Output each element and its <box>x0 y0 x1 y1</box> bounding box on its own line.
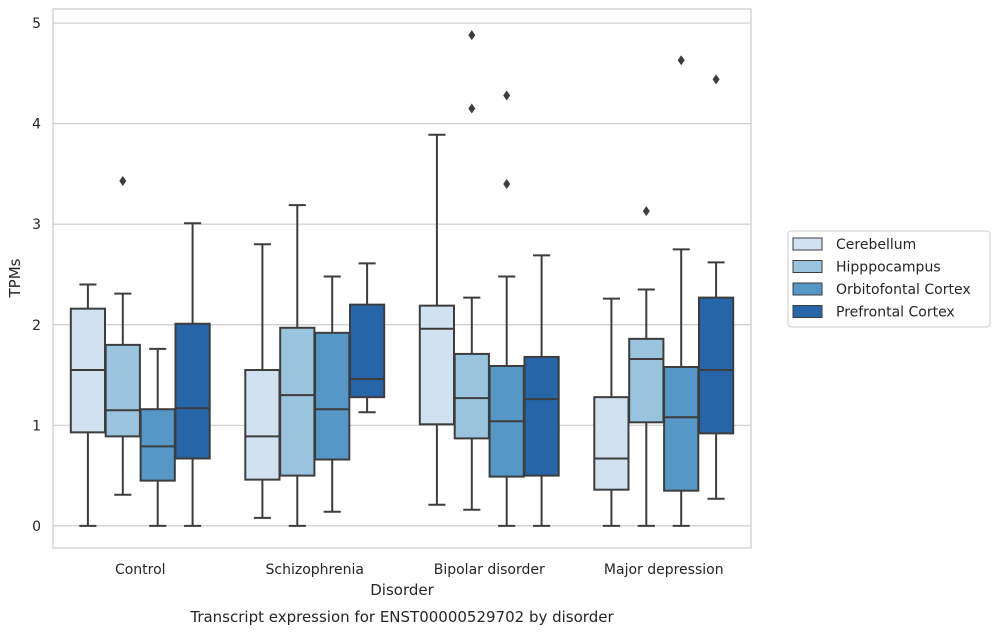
iqr-box <box>697 296 735 435</box>
box-prefrontal-cortex-0 <box>174 222 211 527</box>
x-tick-label: Major depression <box>604 562 724 578</box>
legend-label: Orbitofontal Cortex <box>836 282 971 298</box>
box-orbitofontal-cortex-2 <box>488 90 525 527</box>
iqr-box <box>279 326 316 477</box>
legend-swatch <box>792 260 823 273</box>
iqr-box <box>174 322 211 460</box>
x-tick-label: Control <box>115 562 166 578</box>
legend-swatch <box>792 237 823 251</box>
box-prefrontal-cortex-1 <box>348 262 386 414</box>
x-ticks: Control Schizophrenia Bipolar disorder Majo… <box>115 562 724 578</box>
y-tick-label: 5 <box>32 16 41 32</box>
outlier-point <box>468 30 476 41</box>
plot-frame <box>52 8 752 549</box>
legend-frame <box>787 230 991 328</box>
outlier-point <box>642 206 650 217</box>
y-tick-label: 3 <box>32 217 41 233</box>
box-cerebellum-2 <box>418 133 456 506</box>
legend-label: Hipppocampus <box>836 260 941 276</box>
legend: Cerebellum Hipppocampus Orbitofontal Corte… <box>787 230 991 328</box>
iqr-box <box>523 355 560 477</box>
box-prefrontal-cortex-3 <box>697 74 735 500</box>
x-tick-label: Schizophrenia <box>266 562 364 578</box>
iqr-box <box>244 369 281 481</box>
legend-label: Cerebellum <box>836 237 916 253</box>
box-cerebellum-3 <box>593 297 630 527</box>
outlier-point <box>503 178 511 189</box>
chart-title: Transcript expression for ENST0000052970… <box>189 608 614 626</box>
legend-swatch <box>792 305 823 318</box>
iqr-box <box>453 352 490 440</box>
y-tick-label: 2 <box>32 318 41 334</box>
iqr-box <box>663 365 700 492</box>
legend-swatch <box>792 282 823 296</box>
y-ticks: 0 1 2 3 4 5 <box>32 16 41 535</box>
outlier-point <box>677 55 685 66</box>
legend-label: Prefrontal Cortex <box>836 305 955 321</box>
box-prefrontal-cortex-2 <box>523 254 560 527</box>
box-hipppocampus-3 <box>628 206 665 527</box>
iqr-box <box>418 304 456 426</box>
x-tick-label: Bipolar disorder <box>434 562 545 578</box>
y-tick-label: 4 <box>32 117 41 133</box>
x-axis-title: Disorder <box>370 581 434 599</box>
outlier-point <box>468 103 476 114</box>
outlier-point <box>119 175 127 186</box>
y-tick-label: 0 <box>32 519 41 535</box>
box-orbitofontal-cortex-0 <box>139 347 176 527</box>
iqr-box <box>314 331 351 461</box>
box-cerebellum-1 <box>244 243 281 519</box>
iqr-box <box>593 396 630 491</box>
iqr-box <box>348 303 386 399</box>
box-hipppocampus-0 <box>104 175 141 496</box>
y-axis-title: TPMs <box>6 258 24 298</box>
box-groups <box>69 30 735 527</box>
iqr-box <box>104 343 141 438</box>
outlier-point <box>503 90 511 101</box>
iqr-box <box>628 337 665 424</box>
box-orbitofontal-cortex-1 <box>314 275 351 513</box>
outlier-point <box>712 74 720 85</box>
y-tick-label: 1 <box>32 418 41 434</box>
iqr-box <box>139 408 176 482</box>
box-hipppocampus-2 <box>453 30 490 511</box>
